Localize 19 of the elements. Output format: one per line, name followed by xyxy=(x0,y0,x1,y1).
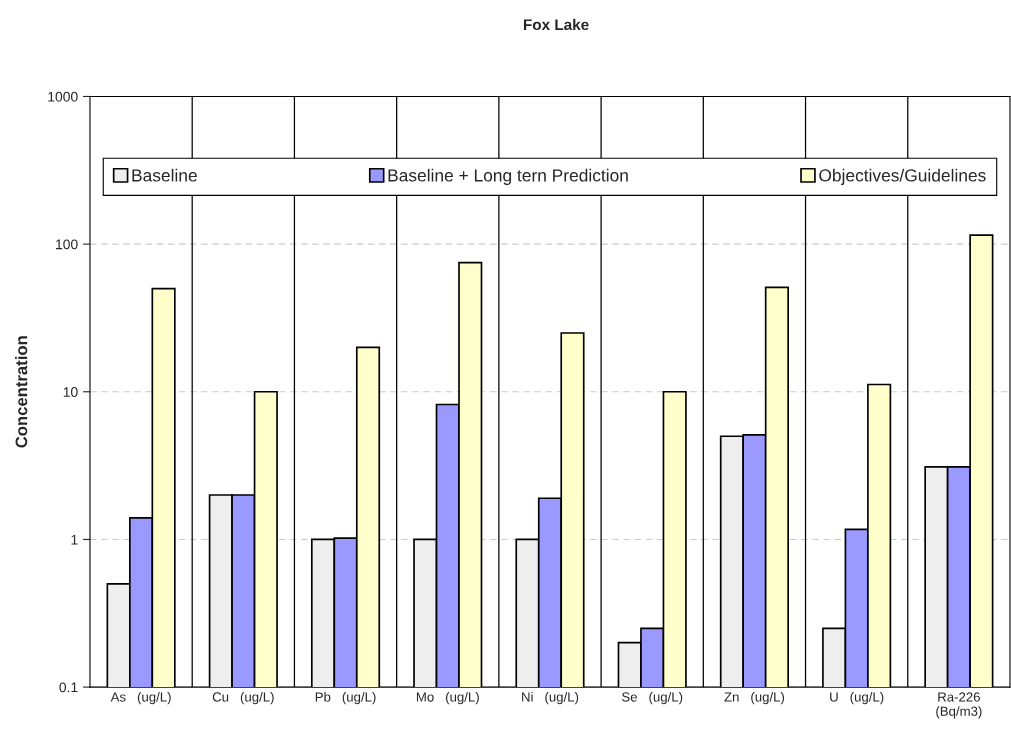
x-tick-label: As (ug/L) xyxy=(110,691,171,705)
y-tick-label: 1 xyxy=(71,534,78,545)
x-tick-label: Pb (ug/L) xyxy=(315,691,376,705)
y-tick-label: 100 xyxy=(56,239,78,250)
x-tick-label: Cu (ug/L) xyxy=(212,691,274,705)
x-tick-label: Ra-226 (Bq/m3) xyxy=(936,692,982,719)
x-tick-label: Mo (ug/L) xyxy=(416,691,479,705)
y-tick-label: 0.1 xyxy=(59,682,78,693)
y-tick-label: 1000 xyxy=(48,91,78,102)
y-tick-label: 10 xyxy=(63,387,78,397)
x-tick-label: Ni (ug/L) xyxy=(522,691,579,705)
legend-label: Objectives/Guidelines xyxy=(819,168,986,185)
legend-label: Baseline xyxy=(132,168,197,182)
x-tick-label: Zn (ug/L) xyxy=(724,691,785,705)
x-tick-label: U (ug/L) xyxy=(830,691,884,705)
chart-title: Fox Lake xyxy=(523,18,589,31)
y-axis-title: Concentration xyxy=(15,336,28,448)
legend-label: Baseline + Long tern Prediction xyxy=(388,168,628,185)
x-tick-label: Se (ug/L) xyxy=(622,691,683,705)
